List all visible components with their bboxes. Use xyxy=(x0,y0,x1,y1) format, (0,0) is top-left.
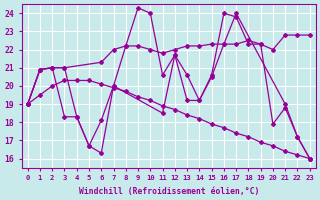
X-axis label: Windchill (Refroidissement éolien,°C): Windchill (Refroidissement éolien,°C) xyxy=(78,187,259,196)
